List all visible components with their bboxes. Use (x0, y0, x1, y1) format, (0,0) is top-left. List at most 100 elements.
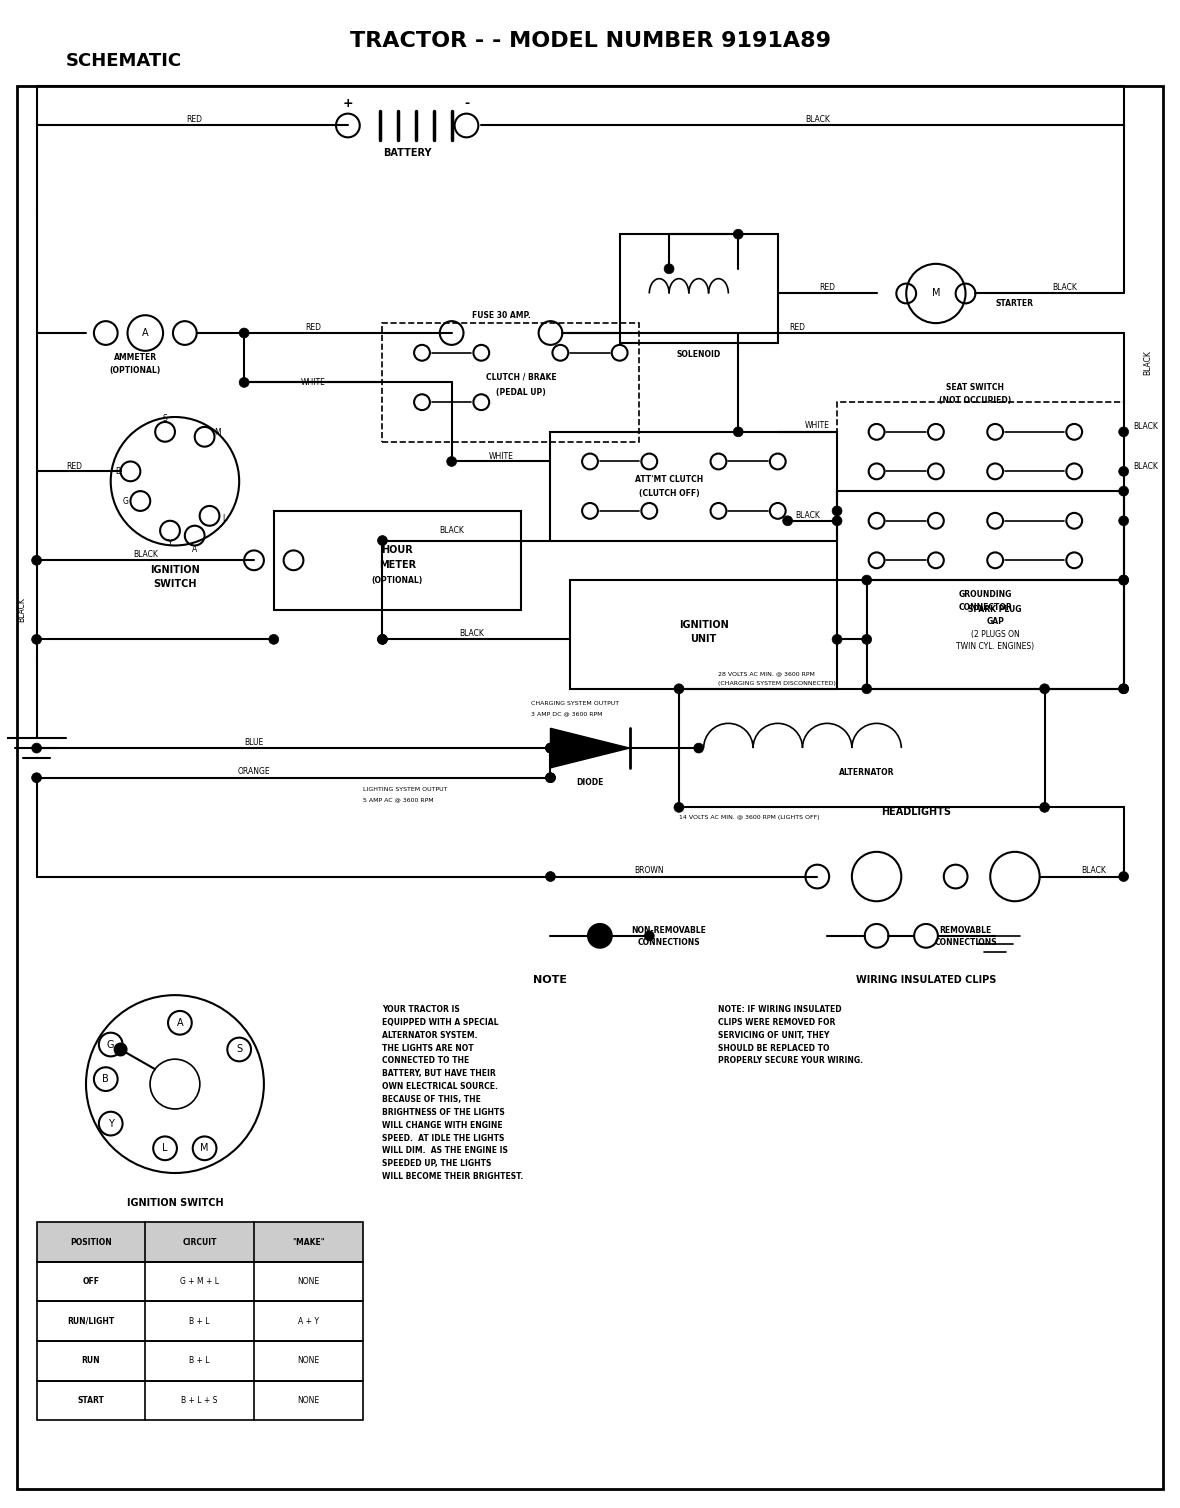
Text: A + Y: A + Y (297, 1316, 319, 1326)
Text: NON-REMOVABLE: NON-REMOVABLE (631, 926, 707, 935)
Circle shape (782, 516, 793, 526)
Circle shape (240, 377, 249, 388)
Text: RED: RED (66, 461, 83, 470)
Text: ATT'MT CLUTCH: ATT'MT CLUTCH (635, 475, 703, 484)
Text: BROWN: BROWN (635, 866, 664, 875)
Circle shape (1119, 466, 1128, 477)
Text: GROUNDING: GROUNDING (958, 591, 1012, 599)
Circle shape (861, 635, 872, 644)
Bar (37, 1262, 362, 1301)
Circle shape (378, 635, 387, 644)
Text: 28 VOLTS AC MIN. @ 3600 RPM: 28 VOLTS AC MIN. @ 3600 RPM (719, 671, 815, 677)
Text: CHARGING SYSTEM OUTPUT: CHARGING SYSTEM OUTPUT (531, 701, 618, 706)
Circle shape (545, 743, 556, 752)
Text: G: G (107, 1039, 114, 1050)
Text: CLUTCH / BRAKE: CLUTCH / BRAKE (485, 372, 556, 382)
Text: 3 AMP DC @ 3600 RPM: 3 AMP DC @ 3600 RPM (531, 710, 602, 716)
Circle shape (694, 743, 703, 752)
Text: WHITE: WHITE (805, 421, 830, 430)
Circle shape (1119, 575, 1128, 585)
Text: CIRCUIT: CIRCUIT (183, 1238, 217, 1247)
Text: LIGHTING SYSTEM OUTPUT: LIGHTING SYSTEM OUTPUT (362, 787, 447, 792)
Circle shape (832, 635, 843, 644)
Circle shape (32, 635, 41, 644)
Text: SWITCH: SWITCH (153, 579, 197, 590)
Text: RED: RED (819, 284, 835, 293)
Text: (CHARGING SYSTEM DISCONNECTED): (CHARGING SYSTEM DISCONNECTED) (719, 682, 837, 686)
Text: M: M (932, 288, 940, 299)
Text: G: G (123, 496, 129, 505)
Text: 5 AMP AC @ 3600 RPM: 5 AMP AC @ 3600 RPM (362, 796, 433, 802)
Text: "MAKE": "MAKE" (291, 1238, 324, 1247)
Text: M: M (201, 1143, 209, 1154)
Text: NOTE: IF WIRING INSULATED
CLIPS WERE REMOVED FOR
SERVICING OF UNIT, THEY
SHOULD : NOTE: IF WIRING INSULATED CLIPS WERE REM… (719, 1004, 864, 1066)
Circle shape (588, 924, 611, 947)
Text: M: M (214, 428, 221, 437)
Text: BLUE: BLUE (244, 737, 263, 746)
Text: RED: RED (306, 323, 321, 332)
Text: DIODE: DIODE (576, 778, 604, 787)
Text: NOTE: NOTE (533, 976, 568, 985)
Circle shape (1119, 683, 1128, 694)
Text: B + L + S: B + L + S (182, 1396, 218, 1405)
Bar (570, 581, 837, 689)
Circle shape (733, 229, 743, 240)
Text: (PEDAL UP): (PEDAL UP) (496, 388, 545, 397)
Circle shape (832, 507, 843, 516)
Circle shape (447, 457, 457, 466)
Text: BLACK: BLACK (1051, 284, 1077, 293)
Text: METER: METER (379, 561, 415, 570)
Circle shape (674, 802, 684, 813)
Bar (837, 403, 1123, 492)
Text: SCHEMATIC: SCHEMATIC (66, 53, 183, 71)
Circle shape (832, 516, 843, 526)
Circle shape (378, 635, 387, 644)
Circle shape (674, 683, 684, 694)
Text: (2 PLUGS ON: (2 PLUGS ON (971, 630, 1020, 639)
Text: A: A (142, 329, 149, 338)
Text: B: B (103, 1074, 109, 1084)
Text: TRACTOR - - MODEL NUMBER 9191A89: TRACTOR - - MODEL NUMBER 9191A89 (349, 32, 831, 51)
Text: BLACK: BLACK (1134, 422, 1159, 431)
Text: AMMETER: AMMETER (113, 353, 157, 362)
Text: BLACK: BLACK (1143, 350, 1153, 375)
Text: CONNECTOR: CONNECTOR (958, 603, 1012, 612)
Bar (551, 431, 837, 540)
Circle shape (545, 772, 556, 783)
Text: BLACK: BLACK (439, 526, 464, 535)
Bar (37, 1380, 362, 1421)
Text: OFF: OFF (83, 1277, 99, 1286)
Circle shape (861, 683, 872, 694)
Text: IGNITION: IGNITION (678, 620, 728, 629)
Text: ORANGE: ORANGE (237, 768, 270, 777)
Text: (NOT OCCUPIED): (NOT OCCUPIED) (939, 395, 1011, 404)
Text: BLACK: BLACK (1082, 866, 1107, 875)
Bar (382, 323, 640, 442)
Text: B + L: B + L (190, 1316, 210, 1326)
Circle shape (861, 575, 872, 585)
Bar (274, 511, 520, 609)
Circle shape (240, 329, 249, 338)
Circle shape (545, 743, 556, 752)
Circle shape (1040, 683, 1049, 694)
Circle shape (114, 1044, 126, 1056)
Circle shape (1119, 683, 1128, 694)
Text: 14 VOLTS AC MIN. @ 3600 RPM (LIGHTS OFF): 14 VOLTS AC MIN. @ 3600 RPM (LIGHTS OFF) (678, 814, 820, 820)
Bar (837, 492, 1123, 581)
Text: BATTERY: BATTERY (384, 148, 432, 158)
Circle shape (1119, 427, 1128, 437)
Text: RED: RED (789, 323, 806, 332)
Circle shape (1119, 872, 1128, 882)
Circle shape (32, 555, 41, 566)
Text: (OPTIONAL): (OPTIONAL) (372, 576, 422, 585)
Text: WHITE: WHITE (301, 379, 326, 388)
Text: G + M + L: G + M + L (181, 1277, 219, 1286)
Circle shape (269, 635, 278, 644)
Text: BLACK: BLACK (133, 550, 158, 559)
Circle shape (1040, 802, 1049, 813)
Text: A: A (177, 1018, 183, 1028)
Text: YOUR TRACTOR IS
EQUIPPED WITH A SPECIAL
ALTERNATOR SYSTEM.
THE LIGHTS ARE NOT
CO: YOUR TRACTOR IS EQUIPPED WITH A SPECIAL … (382, 1004, 524, 1181)
Text: HEADLIGHTS: HEADLIGHTS (881, 807, 951, 817)
Circle shape (644, 930, 654, 941)
Text: +: + (342, 97, 353, 110)
